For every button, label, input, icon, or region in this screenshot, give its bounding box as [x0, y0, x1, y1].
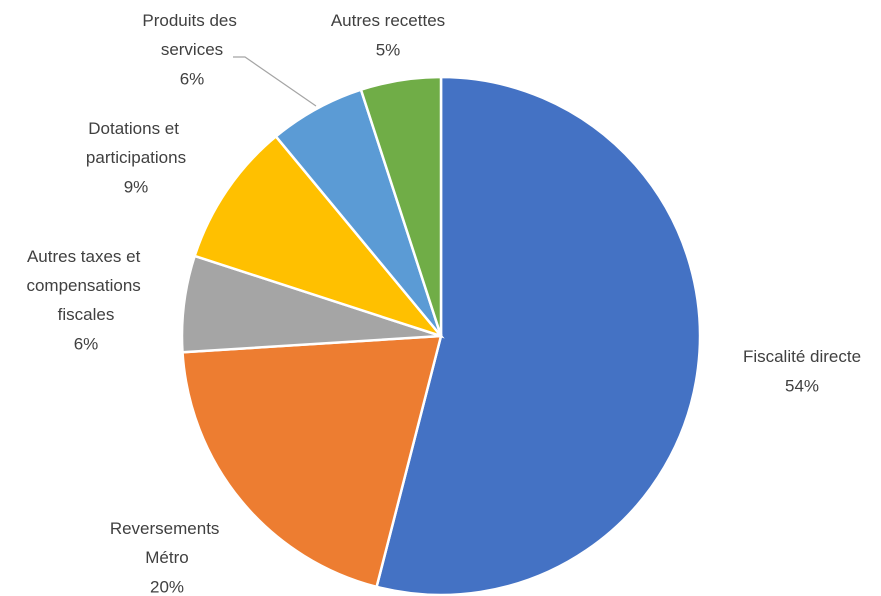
- slice-value-label: 54%: [785, 376, 819, 395]
- pie-slice: [193, 134, 445, 339]
- slice-label: Autres taxes et compensations fiscales: [26, 247, 145, 324]
- slice-label: Reversements Métro: [110, 519, 224, 567]
- slice-value-label: 6%: [74, 334, 99, 353]
- leader-line: [233, 56, 317, 107]
- slice-label: Dotations et participations: [86, 119, 186, 167]
- pie-slice: [181, 334, 443, 589]
- slice-value-label: 20%: [150, 577, 184, 596]
- slice-value-label: 6%: [180, 69, 205, 88]
- slice-value-label: 5%: [376, 40, 401, 59]
- slice-label: Fiscalité directe: [743, 347, 861, 366]
- slice-label: Autres recettes: [331, 11, 445, 30]
- slice-label: Produits des services: [142, 11, 241, 59]
- slice-value-label: 9%: [124, 177, 149, 196]
- pie-slice: [359, 75, 443, 337]
- pie-slice: [375, 75, 702, 596]
